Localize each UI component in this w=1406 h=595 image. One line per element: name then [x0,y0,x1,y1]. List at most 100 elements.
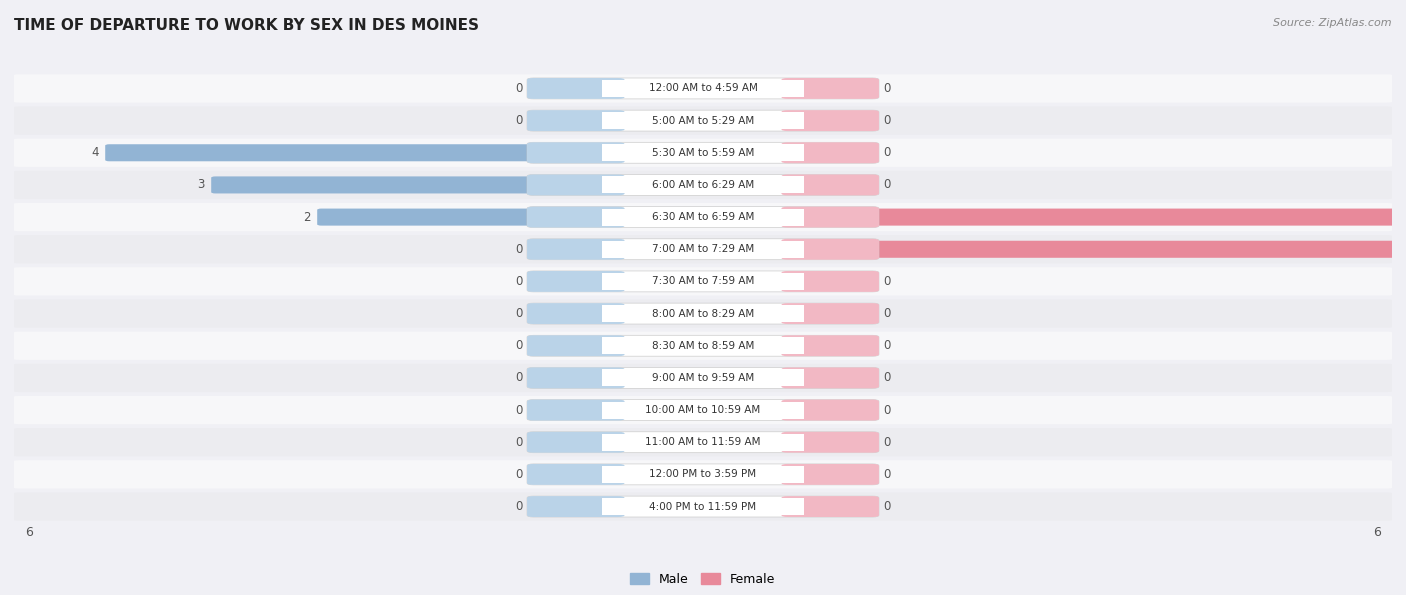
FancyBboxPatch shape [782,271,879,292]
FancyBboxPatch shape [527,271,879,292]
Text: 6: 6 [25,527,32,540]
FancyBboxPatch shape [527,142,624,163]
FancyBboxPatch shape [527,78,879,99]
Text: Source: ZipAtlas.com: Source: ZipAtlas.com [1274,18,1392,28]
FancyBboxPatch shape [527,432,879,453]
Text: 0: 0 [883,82,890,95]
Text: 9:00 AM to 9:59 AM: 9:00 AM to 9:59 AM [652,373,754,383]
FancyBboxPatch shape [602,273,804,290]
Text: 0: 0 [516,403,523,416]
Text: TIME OF DEPARTURE TO WORK BY SEX IN DES MOINES: TIME OF DEPARTURE TO WORK BY SEX IN DES … [14,18,479,33]
Text: 0: 0 [883,307,890,320]
Text: 0: 0 [516,371,523,384]
FancyBboxPatch shape [11,171,1395,199]
FancyBboxPatch shape [11,428,1395,456]
Text: 11:00 AM to 11:59 AM: 11:00 AM to 11:59 AM [645,437,761,447]
Text: 3: 3 [197,178,205,192]
FancyBboxPatch shape [527,271,624,292]
Text: 6: 6 [1374,527,1381,540]
FancyBboxPatch shape [782,432,879,453]
Text: 0: 0 [883,371,890,384]
FancyBboxPatch shape [782,464,879,485]
FancyBboxPatch shape [527,206,879,227]
Text: 0: 0 [883,500,890,513]
FancyBboxPatch shape [527,110,879,131]
FancyBboxPatch shape [527,110,624,131]
FancyBboxPatch shape [782,78,879,99]
Text: 7:00 AM to 7:29 AM: 7:00 AM to 7:29 AM [652,245,754,254]
FancyBboxPatch shape [11,331,1395,360]
FancyBboxPatch shape [527,368,624,389]
FancyBboxPatch shape [527,496,879,517]
FancyBboxPatch shape [602,144,804,161]
FancyBboxPatch shape [11,299,1395,328]
Text: 0: 0 [516,82,523,95]
FancyBboxPatch shape [869,241,1406,258]
FancyBboxPatch shape [11,396,1395,424]
FancyBboxPatch shape [527,206,624,227]
Text: 0: 0 [516,500,523,513]
FancyBboxPatch shape [782,496,879,517]
Text: 0: 0 [516,339,523,352]
FancyBboxPatch shape [527,368,879,389]
FancyBboxPatch shape [527,400,624,421]
FancyBboxPatch shape [105,144,537,161]
FancyBboxPatch shape [11,203,1395,231]
FancyBboxPatch shape [869,209,1406,226]
FancyBboxPatch shape [782,110,879,131]
FancyBboxPatch shape [782,174,879,195]
FancyBboxPatch shape [782,142,879,163]
FancyBboxPatch shape [602,209,804,226]
FancyBboxPatch shape [318,209,537,226]
FancyBboxPatch shape [782,239,879,259]
FancyBboxPatch shape [602,466,804,483]
FancyBboxPatch shape [527,174,879,195]
FancyBboxPatch shape [11,74,1395,102]
FancyBboxPatch shape [527,239,879,259]
FancyBboxPatch shape [11,493,1395,521]
Text: 5:00 AM to 5:29 AM: 5:00 AM to 5:29 AM [652,115,754,126]
FancyBboxPatch shape [11,235,1395,264]
Text: 6:30 AM to 6:59 AM: 6:30 AM to 6:59 AM [652,212,754,222]
FancyBboxPatch shape [782,336,879,356]
FancyBboxPatch shape [782,303,879,324]
Text: 0: 0 [883,178,890,192]
FancyBboxPatch shape [527,464,624,485]
Text: 5:30 AM to 5:59 AM: 5:30 AM to 5:59 AM [652,148,754,158]
Text: 10:00 AM to 10:59 AM: 10:00 AM to 10:59 AM [645,405,761,415]
FancyBboxPatch shape [782,206,879,227]
FancyBboxPatch shape [527,432,624,453]
Text: 2: 2 [304,211,311,224]
Text: 0: 0 [883,146,890,159]
FancyBboxPatch shape [527,78,624,99]
FancyBboxPatch shape [527,303,624,324]
Text: 12:00 AM to 4:59 AM: 12:00 AM to 4:59 AM [648,83,758,93]
FancyBboxPatch shape [11,107,1395,134]
Text: 4:00 PM to 11:59 PM: 4:00 PM to 11:59 PM [650,502,756,512]
FancyBboxPatch shape [602,402,804,419]
FancyBboxPatch shape [602,434,804,451]
FancyBboxPatch shape [602,305,804,322]
Text: 8:30 AM to 8:59 AM: 8:30 AM to 8:59 AM [652,341,754,350]
FancyBboxPatch shape [602,241,804,258]
FancyBboxPatch shape [211,176,537,193]
FancyBboxPatch shape [602,112,804,129]
Text: 0: 0 [883,436,890,449]
FancyBboxPatch shape [602,337,804,354]
Legend: Male, Female: Male, Female [626,568,780,591]
FancyBboxPatch shape [602,80,804,97]
FancyBboxPatch shape [527,336,624,356]
FancyBboxPatch shape [527,400,879,421]
FancyBboxPatch shape [527,336,879,356]
Text: 0: 0 [883,339,890,352]
Text: 0: 0 [516,114,523,127]
FancyBboxPatch shape [782,400,879,421]
Text: 0: 0 [516,275,523,288]
FancyBboxPatch shape [527,464,879,485]
Text: 0: 0 [883,468,890,481]
FancyBboxPatch shape [602,498,804,515]
FancyBboxPatch shape [527,174,624,195]
Text: 0: 0 [883,275,890,288]
Text: 0: 0 [516,436,523,449]
FancyBboxPatch shape [11,461,1395,488]
